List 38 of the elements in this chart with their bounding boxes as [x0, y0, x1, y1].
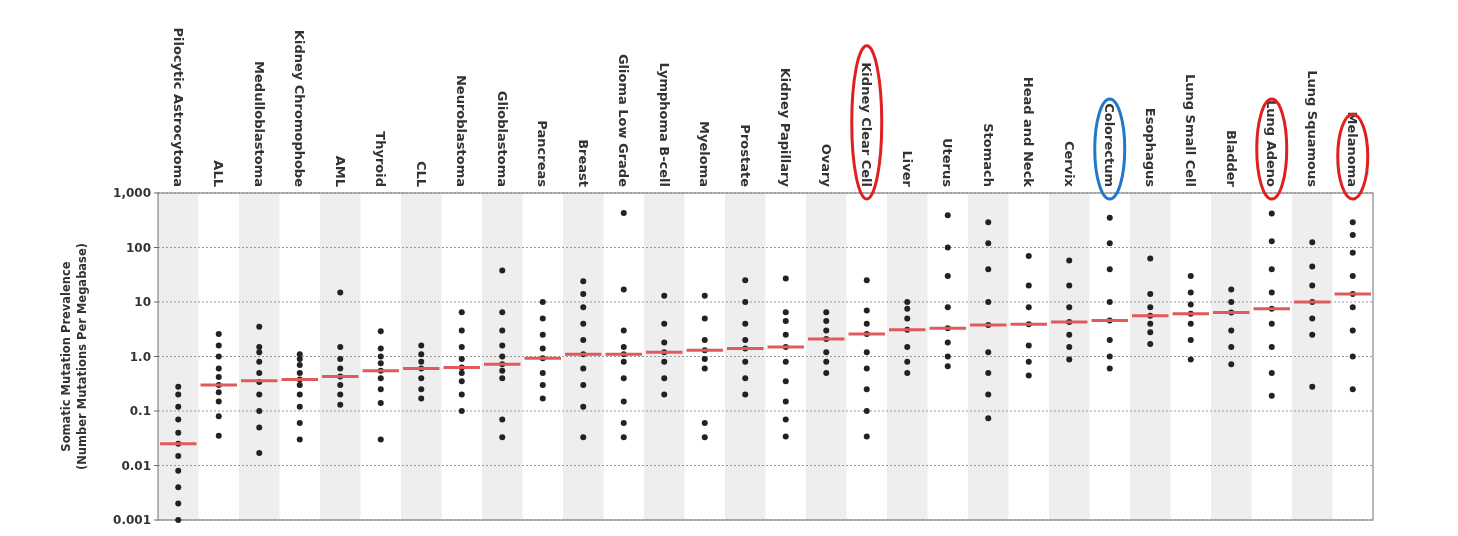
- x-tick-label: Colorectum: [1102, 103, 1118, 187]
- y-tick-label: 10: [134, 295, 151, 310]
- x-tick-label: Cervix: [1061, 140, 1077, 188]
- y-tick-label: 1,000: [113, 186, 151, 201]
- x-tick-label: Bladder: [1223, 130, 1239, 188]
- x-tick-label: Kidney Clear Cell: [859, 62, 875, 187]
- x-tick-label: Lung Small Cell: [1183, 73, 1199, 187]
- y-axis-title: Somatic Mutation Prevalence (Number Mutations Per Megabase): [59, 242, 89, 471]
- x-tick-label: Lung Adeno: [1264, 100, 1280, 188]
- x-tick-label: Pilocytic Astrocytoma: [170, 27, 186, 187]
- x-tick-label: Neuroblastoma: [454, 74, 470, 187]
- x-tick-label: Glioma Low Grade: [616, 53, 632, 188]
- y-tick-label: 1.0: [129, 349, 151, 364]
- x-tick-label: ALL: [211, 160, 227, 187]
- x-tick-label: Kidney Chromophobe: [292, 29, 308, 188]
- x-tick-label: AML: [332, 155, 348, 187]
- x-tick-label: Head and Neck: [1021, 76, 1037, 188]
- x-tick-label: Uterus: [940, 138, 956, 188]
- x-tick-label: Esophagus: [1142, 107, 1158, 188]
- x-tick-label: Glioblastoma: [494, 90, 510, 187]
- x-tick-label: Ovary: [818, 143, 834, 188]
- x-tick-label: Prostate: [737, 124, 753, 188]
- x-tick-label: Liver: [899, 150, 915, 188]
- y-tick-label: 0.001: [113, 513, 151, 528]
- x-tick-label: Kidney Papillary: [778, 67, 794, 188]
- x-tick-label: Medulloblastoma: [251, 61, 267, 187]
- y-tick-label: 0.1: [129, 404, 151, 419]
- x-tick-label: Pancreas: [535, 120, 551, 188]
- x-tick-label: Lymphoma B-cell: [656, 62, 672, 187]
- x-tick-label: CLL: [413, 160, 429, 187]
- x-tick-label: Breast: [575, 139, 591, 187]
- y-tick-label: 100: [125, 240, 151, 255]
- x-tick-label: Melanoma: [1345, 111, 1361, 187]
- x-tick-label: Thyroid: [373, 131, 389, 187]
- x-tick-label: Lung Squamous: [1304, 70, 1320, 188]
- x-tick-label: Stomach: [980, 123, 996, 187]
- x-tick-label: Myeloma: [697, 121, 713, 187]
- y-tick-label: 0.01: [121, 458, 151, 473]
